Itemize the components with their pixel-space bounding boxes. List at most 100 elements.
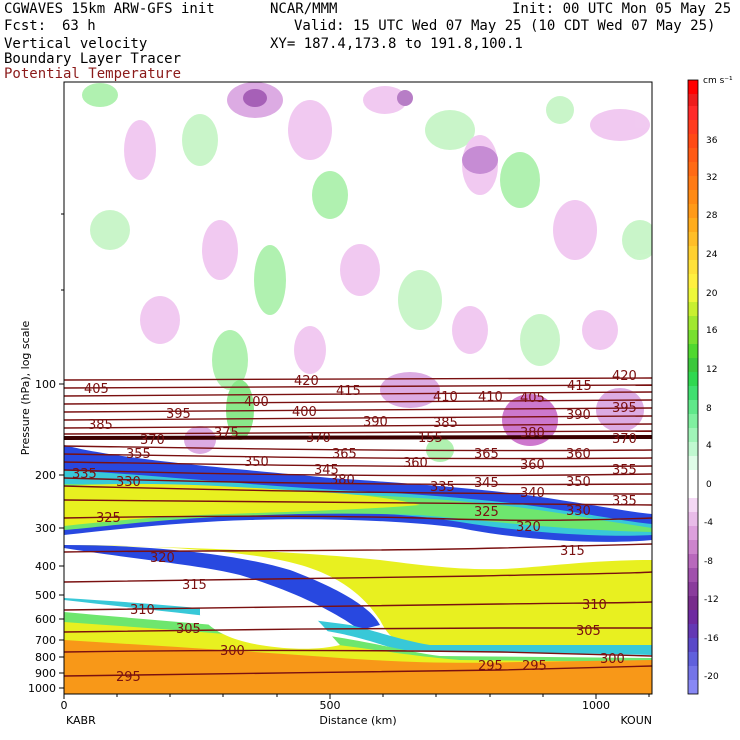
tracer-orange-lower: [64, 640, 652, 694]
colorbar-label: -20: [704, 672, 719, 682]
y-tick-label: 200: [35, 469, 56, 482]
ww-blob: [380, 372, 440, 408]
y-tick-label: 800: [35, 651, 56, 664]
init-time: Init: 00 UTC Mon 05 May 25: [512, 1, 732, 17]
theta-line: [64, 543, 652, 553]
theta-label: 320: [516, 520, 541, 535]
colorbar: cm s⁻¹ 36 32 28 24 20 16 12 8 4 0 -4 -8 …: [687, 76, 733, 695]
theta-label: 420: [294, 374, 319, 389]
colorbar-swatch: [688, 288, 698, 302]
theta-label: 410: [478, 390, 503, 405]
ww-blob: [340, 244, 380, 296]
theta-label: 405: [520, 391, 545, 406]
colorbar-label: -12: [704, 595, 719, 605]
theta-label: 315: [182, 578, 207, 593]
colorbar-swatch: [688, 400, 698, 414]
x-axis: 0 500 1000 KABR Distance (km) KOUN: [61, 694, 652, 727]
colorbar-label: -16: [704, 634, 719, 644]
colorbar-swatch: [688, 148, 698, 162]
colorbar-swatch: [688, 106, 698, 120]
ww-blob: [182, 114, 218, 166]
colorbar-swatch: [688, 134, 698, 148]
ww-blob: [553, 200, 597, 260]
theta-line: [64, 430, 652, 435]
y-axis-label: Pressure (hPa), log scale: [19, 321, 32, 456]
tracer-yellow: [64, 483, 420, 526]
theta-label: 405: [84, 382, 109, 397]
colorbar-unit: cm s⁻¹: [703, 76, 733, 86]
ww-blob: [502, 394, 558, 446]
theta-label: 395: [166, 407, 191, 422]
plot-area: 405 420 415 410 410 405 415 420 400 400 …: [64, 82, 652, 694]
theta-label: 305: [176, 622, 201, 637]
cross-section-coords: XY= 187.4,173.8 to 191.8,100.1: [270, 36, 523, 52]
x-tick-label: 0: [61, 699, 68, 712]
tracer-gap: [200, 588, 340, 649]
ww-blob: [596, 388, 644, 432]
colorbar-swatch: [688, 638, 698, 652]
ww-blob: [202, 220, 238, 280]
ww-blob: [462, 146, 498, 174]
theta-label: 385: [433, 416, 458, 431]
theta-label: 295: [478, 659, 503, 674]
colorbar-swatch: [688, 316, 698, 330]
center-label: NCAR/MMM: [270, 1, 338, 17]
theta-label: 295: [116, 670, 141, 685]
plot-frame: [63, 81, 653, 695]
theta-label: 400: [244, 395, 269, 410]
ww-blob: [622, 220, 652, 260]
theta-label: 310: [130, 603, 155, 618]
colorbar-swatch: [688, 204, 698, 218]
colorbar-swatch: [688, 456, 698, 470]
colorbar-swatch: [688, 372, 698, 386]
colorbar-swatch: [688, 162, 698, 176]
colorbar-swatch: [688, 428, 698, 442]
theta-label: 395: [612, 401, 637, 416]
theta-line: [64, 469, 652, 477]
field-vertical-velocity: Vertical velocity: [4, 36, 148, 52]
ww-blob: [363, 86, 407, 114]
colorbar-swatch: [688, 232, 698, 246]
colorbar-label: -8: [704, 557, 713, 567]
y-tick-label: 300: [35, 522, 56, 535]
colorbar-swatch: [688, 652, 698, 666]
y-tick-label: 500: [35, 589, 56, 602]
ww-blob: [546, 96, 574, 124]
x-tick-label: 500: [320, 699, 341, 712]
ww-blob: [140, 296, 180, 344]
theta-contours: [64, 377, 652, 677]
colorbar-swatch: [688, 680, 698, 694]
colorbar-swatch: [688, 498, 698, 512]
theta-label: 340: [520, 486, 545, 501]
colorbar-swatch: [688, 344, 698, 358]
theta-label: 360: [566, 447, 591, 462]
x-left-station: KABR: [66, 714, 96, 727]
theta-label: 300: [220, 644, 245, 659]
colorbar-swatch: [688, 386, 698, 400]
theta-label: 310: [582, 598, 607, 613]
colorbar-swatch: [688, 94, 698, 106]
theta-line: [64, 601, 652, 611]
ww-blob: [212, 330, 248, 390]
theta-label: 315: [560, 544, 585, 559]
theta-label: 335: [430, 480, 455, 495]
theta-label: 305: [576, 624, 601, 639]
theta-line: [64, 415, 652, 421]
theta-line: [64, 627, 652, 633]
ww-blob: [425, 110, 475, 150]
y-tick-label: 1000: [28, 682, 56, 695]
theta-label: 335: [72, 467, 97, 482]
ww-blob: [582, 310, 618, 350]
colorbar-swatch: [688, 218, 698, 232]
theta-label: 355: [126, 447, 151, 462]
forecast-hours: 63 h: [62, 18, 96, 34]
colorbar-swatch: [688, 554, 698, 568]
ww-blob: [452, 306, 488, 354]
theta-labels: 405 420 415 410 410 405 415 420 400 400 …: [72, 369, 637, 685]
theta-label: 410: [433, 390, 458, 405]
ww-blob: [288, 100, 332, 160]
colorbar-swatch: [688, 414, 698, 428]
ww-blob: [82, 83, 118, 107]
colorbar-swatch: [688, 246, 698, 260]
